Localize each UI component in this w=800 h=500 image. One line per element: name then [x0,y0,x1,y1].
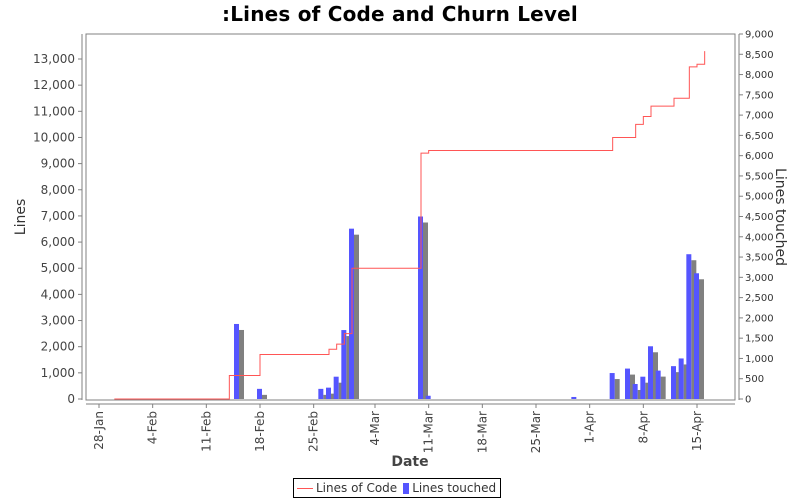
x-axis-ticks: 28-Jan 4-Feb 11-Feb 18-Feb 25-Feb 4-Mar 11-Mar… [92,404,704,453]
y-axis-label: Lines [13,199,29,235]
bar [318,388,324,399]
y2-tick-label: 9,000 [745,30,774,41]
legend-label-lines-of-code: Lines of Code [316,481,398,495]
y2-tick-label: 4,000 [745,232,774,243]
bar [341,330,347,399]
legend-bar-icon [403,482,410,494]
y2-tick-label: 7,000 [745,111,774,122]
y2-tick-label: 2,500 [745,293,774,304]
y-tick-label: 3,000 [41,314,75,328]
y-tick-label: 7,000 [41,209,75,223]
y2-tick-label: 1,000 [745,354,774,365]
y-tick-label: 4,000 [41,287,75,301]
x-tick-label: 4-Mar [368,411,382,446]
y2-axis-label: Lines touched [772,168,788,266]
bar [257,388,262,399]
bar [418,216,423,399]
y-tick-label: 8,000 [41,183,75,197]
x-tick-label: 11-Feb [199,411,213,452]
bar [326,387,331,399]
y-tick-label: 9,000 [41,157,75,171]
y2-tick-label: 5,000 [745,192,774,203]
y-tick-label: 11,000 [33,104,75,118]
y-tick-label: 5,000 [41,261,75,275]
bar [678,358,684,399]
bar [425,395,431,399]
x-tick-label: 28-Jan [92,411,106,450]
bar [640,376,646,399]
bar [632,383,638,399]
x-tick-label: 8-Apr [636,411,650,444]
y-tick-label: 10,000 [33,130,75,144]
bar [671,366,676,399]
y2-axis-ticks: 0 500 1,000 1,500 2,000 2,500 3,000 3,500 4,000 4… [739,30,774,406]
y2-tick-label: 6,000 [745,151,774,162]
x-tick-label: 15-Apr [690,411,704,451]
legend-line-icon [297,487,313,489]
y2-tick-label: 6,500 [745,131,774,142]
legend: Lines of Code Lines touched [293,478,502,498]
bar [333,376,339,399]
legend-label-lines-touched: Lines touched [412,481,497,495]
y-tick-label: 0 [67,392,75,406]
bar [686,254,692,399]
y-tick-label: 2,000 [41,340,75,354]
chart-title: :Lines of Code and Churn Level [222,2,578,26]
plot-area [85,33,736,401]
y-tick-label: 12,000 [33,78,75,92]
x-tick-label: 18-Mar [475,411,489,453]
y2-tick-label: 8,500 [745,50,774,61]
x-tick-label: 11-Mar [422,411,436,453]
y2-tick-label: 3,500 [745,253,774,264]
bar [571,396,577,399]
x-tick-label: 25-Mar [529,411,543,453]
bar [234,323,239,399]
x-tick-label: 18-Feb [253,411,267,452]
y-tick-label: 13,000 [33,52,75,66]
x-axis-label: Date [391,454,428,470]
x-tick-label: 1-Apr [583,411,597,444]
y-tick-label: 6,000 [41,235,75,249]
y-axis-ticks: 0 1,000 2,000 3,000 4,000 5,000 6,000 7,000 8,00… [33,52,82,406]
bar [655,370,661,399]
bar [609,373,615,399]
y2-tick-label: 5,500 [745,171,774,182]
y2-tick-label: 500 [745,374,764,385]
y2-tick-label: 4,500 [745,212,774,223]
y2-tick-label: 2,000 [745,313,774,324]
y2-tick-label: 3,000 [745,273,774,284]
y2-tick-label: 1,500 [745,334,774,345]
y2-tick-label: 0 [745,395,751,406]
bar [694,273,699,399]
bar [625,368,630,399]
lines-of-code-line [114,51,706,400]
y2-tick-label: 7,500 [745,90,774,101]
y2-tick-label: 8,000 [745,70,774,81]
x-tick-label: 25-Feb [307,411,321,452]
x-tick-label: 4-Feb [146,411,160,444]
y-tick-label: 1,000 [41,366,75,380]
bar [648,346,653,399]
